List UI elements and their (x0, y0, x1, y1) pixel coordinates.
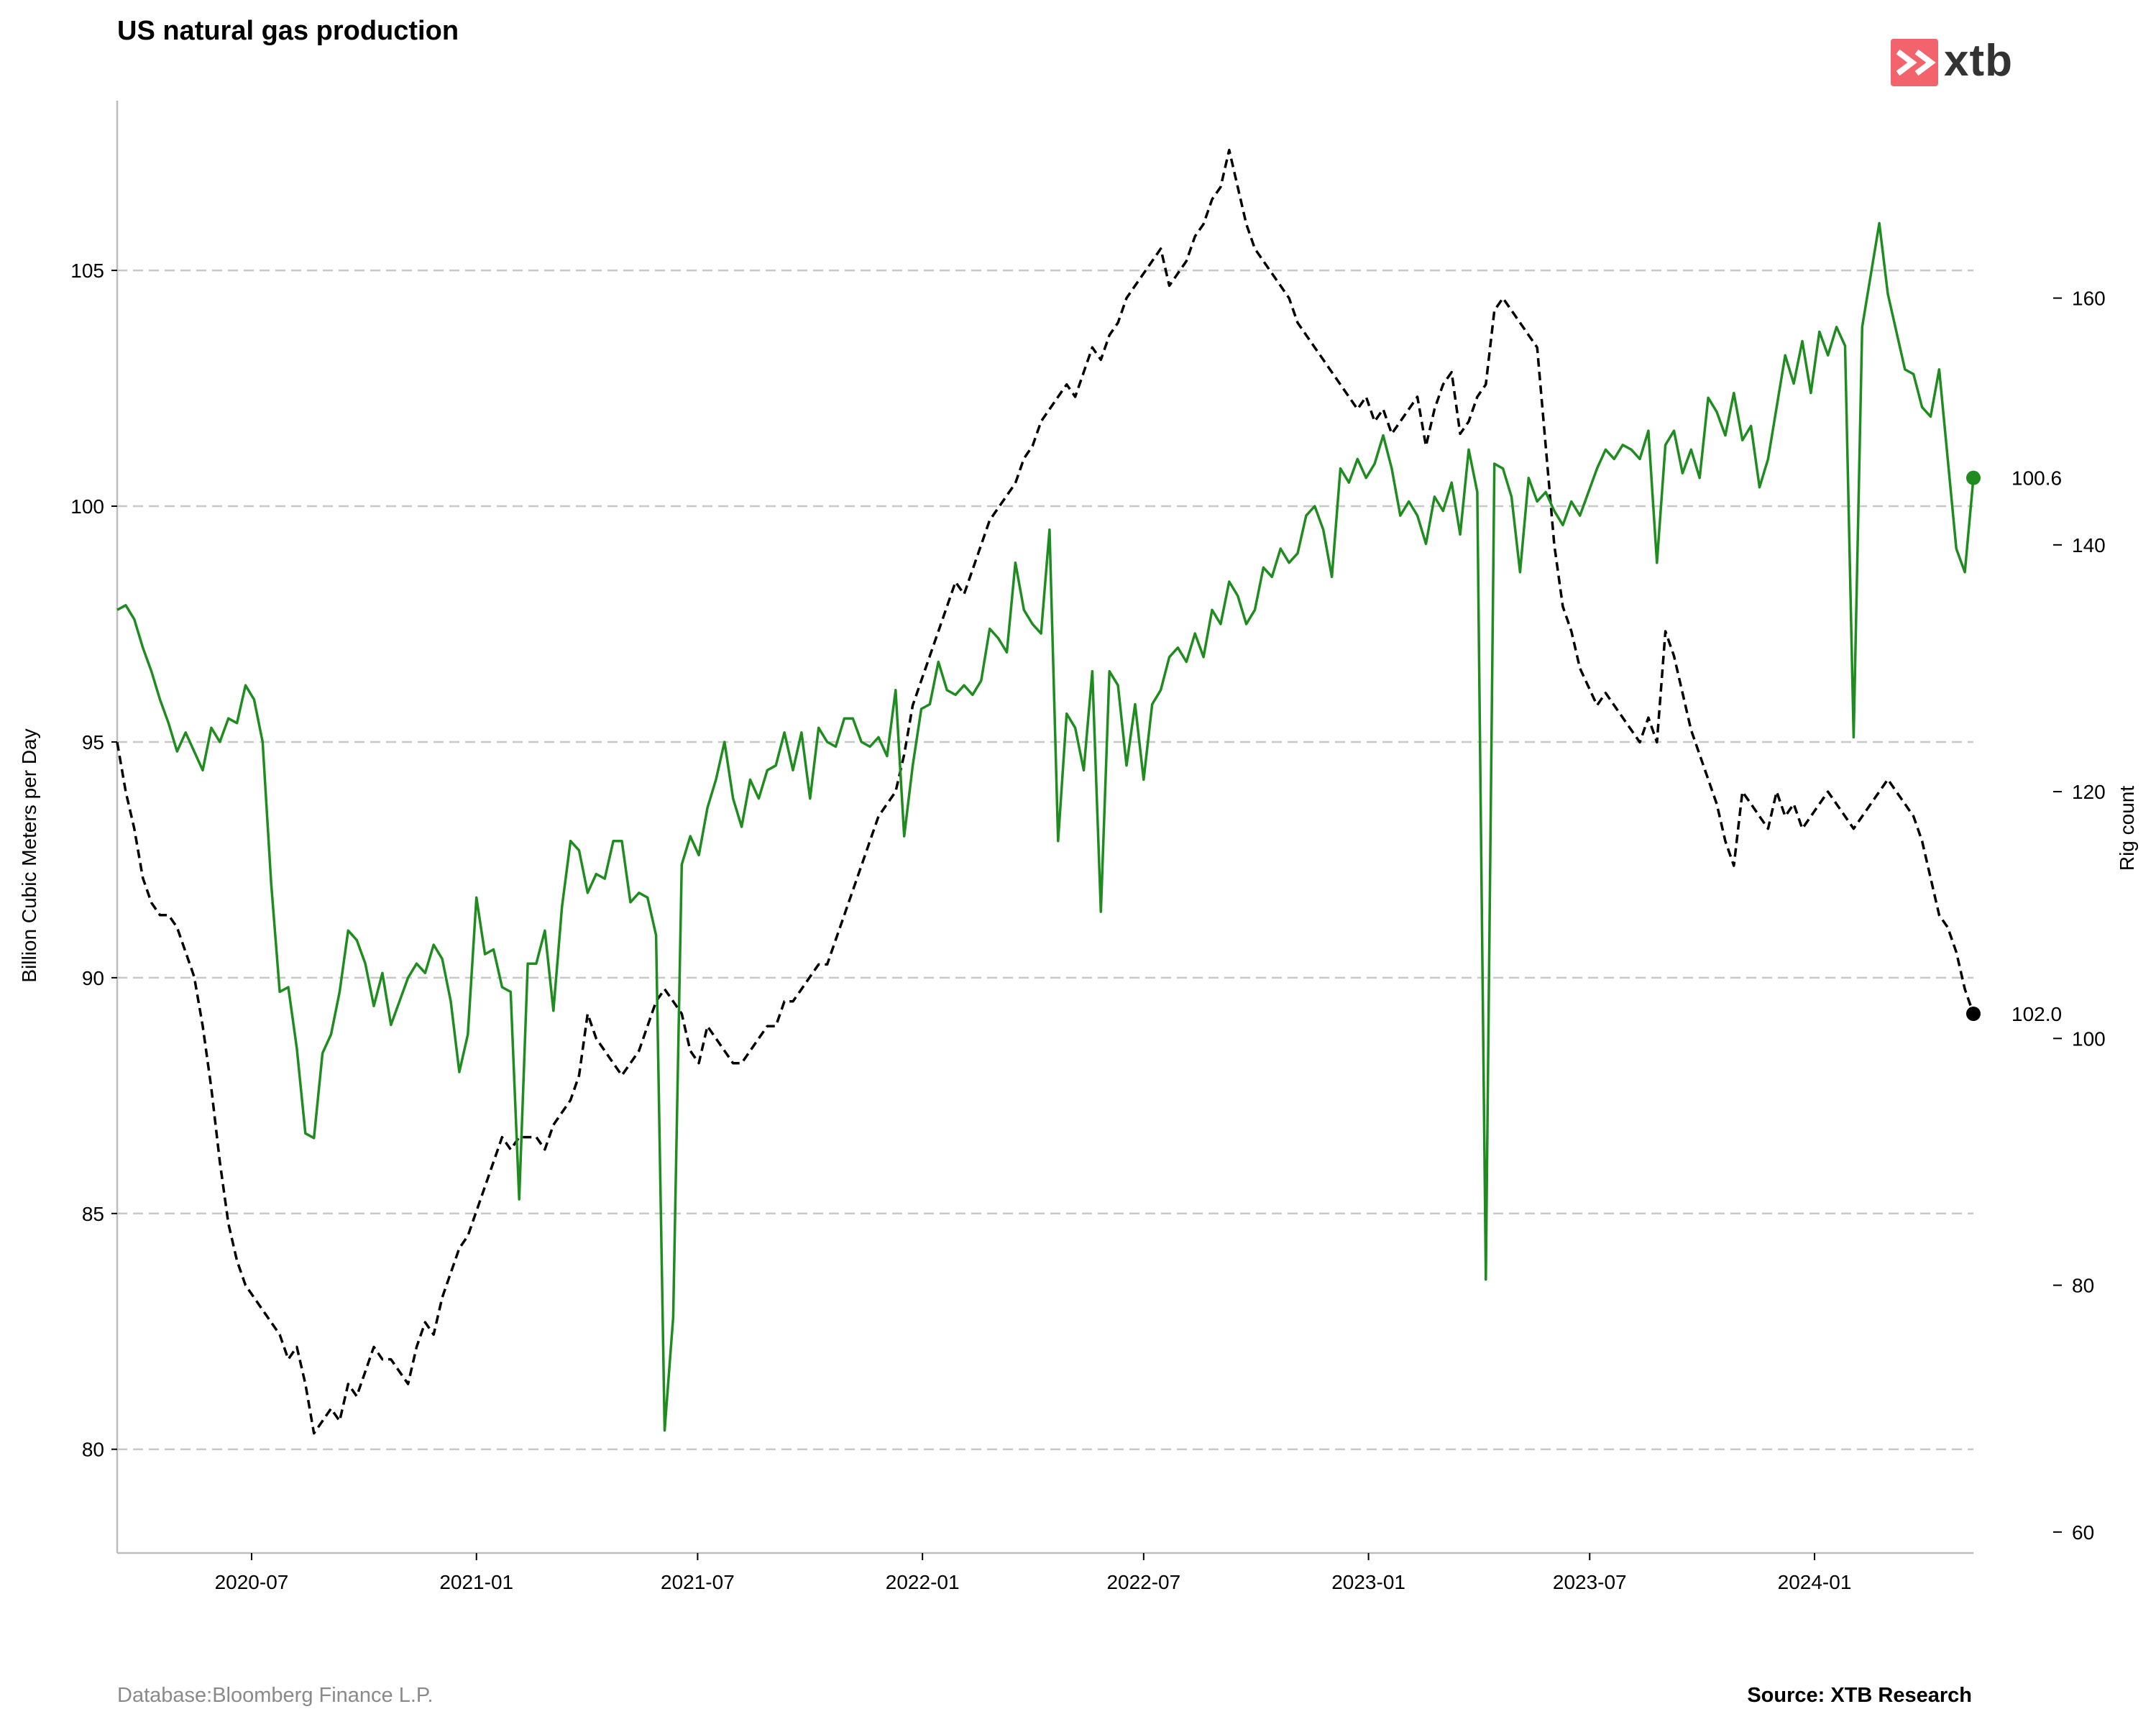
y-tick-label: 100 (70, 495, 104, 518)
footer-source: Source: XTB Research (1747, 1684, 1972, 1707)
x-tick-label: 2020-07 (215, 1571, 289, 1593)
y2-tick-label: 120 (2072, 781, 2106, 803)
x-axis-ticks: 2020-07 2021-01 2021-07 2022-01 2022-07 2023-… (215, 1553, 1852, 1593)
x-tick-label: 2022-01 (886, 1571, 960, 1593)
production-last-value: 100.6 (2011, 467, 2062, 490)
rig-count-end-marker (1966, 1007, 1981, 1022)
y-tick-label: 105 (70, 260, 104, 282)
production-end-marker (1966, 470, 1981, 485)
x-tick-label: 2024-01 (1778, 1571, 1852, 1593)
x-tick-label: 2021-07 (661, 1571, 735, 1593)
xtb-logo: xtb (1891, 37, 2027, 88)
y-axis-label: Billion Cubic Meters per Day (18, 728, 40, 982)
y2-axis-ticks: 60 80 100 120 140 160 (2053, 288, 2106, 1544)
y2-tick-label: 100 (2072, 1027, 2106, 1050)
x-tick-label: 2022-07 (1106, 1571, 1180, 1593)
x-tick-label: 2021-01 (439, 1571, 513, 1593)
y2-tick-label: 60 (2072, 1521, 2094, 1544)
logo-mark-icon (1891, 39, 1938, 86)
axes (116, 101, 1973, 1554)
footer-database-note: Database:Bloomberg Finance L.P. (117, 1684, 434, 1707)
y-tick-label: 85 (82, 1203, 104, 1225)
y-axis-ticks: 80 85 90 95 100 105 (70, 260, 117, 1461)
y-tick-label: 90 (82, 967, 104, 989)
x-tick-label: 2023-07 (1553, 1571, 1627, 1593)
y2-axis-label: Rig count (2116, 786, 2138, 871)
y2-tick-label: 140 (2072, 534, 2106, 556)
gridlines (117, 269, 1973, 1450)
series-group: 100.6 102.0 (116, 148, 2062, 1435)
logo-text: xtb (1944, 36, 2013, 86)
y2-tick-label: 160 (2072, 288, 2106, 310)
x-tick-label: 2023-01 (1331, 1571, 1405, 1593)
rig-count-last-value: 102.0 (2011, 1003, 2062, 1025)
chart-title: US natural gas production (117, 16, 459, 46)
y2-tick-label: 80 (2072, 1275, 2094, 1297)
y-tick-label: 80 (82, 1439, 104, 1461)
production-line (116, 221, 1975, 1432)
rig-count-line (116, 148, 1975, 1435)
y-tick-label: 95 (82, 731, 104, 753)
